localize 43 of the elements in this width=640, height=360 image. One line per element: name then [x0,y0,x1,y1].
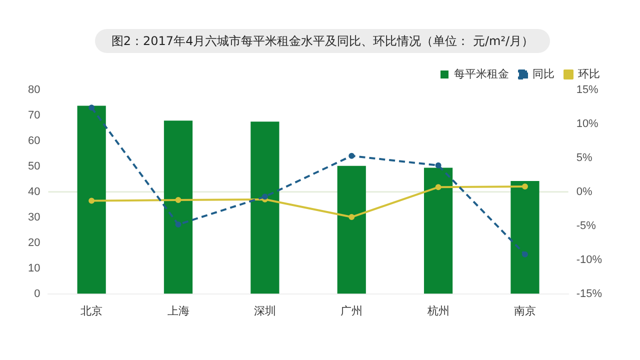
legend-label: 环比 [578,68,600,81]
x-tick-label: 南京 [514,304,536,318]
point [175,197,182,204]
y-tick-label: 40 [28,186,40,198]
legend-label: 同比 [532,68,554,81]
bar [77,106,106,294]
bar [424,168,453,294]
y2-tick-label: 5% [576,152,592,164]
y2-tick-label: 10% [576,118,599,130]
y-tick-label: 20 [28,236,40,249]
y-tick-label: 70 [28,110,40,122]
y-tick-label: 10 [28,262,40,274]
point [88,198,95,204]
bar [337,166,366,294]
y2-tick-label: -10% [576,254,602,266]
point [435,162,442,168]
x-tick-label: 北京 [80,304,103,318]
y-tick-label: 60 [28,134,40,147]
x-tick-label: 深圳 [254,304,276,318]
point [522,183,528,190]
y-tick-label: 50 [28,160,40,172]
y2-tick-label: -15% [576,288,602,300]
point [175,222,182,228]
bar [164,120,193,294]
legend-label: 每平米租金 [454,68,509,81]
bar [250,122,280,294]
point [522,251,528,258]
point [348,152,355,159]
bar [510,180,540,294]
point [435,184,442,190]
chart-title: 图2：2017年4月六城市每平米租金水平及同比、环比情况（单位： 元/m²/月） [95,29,550,53]
point [262,194,268,200]
x-tick-label: 上海 [167,304,190,318]
x-tick-label: 杭州 [426,304,450,318]
x-tick-label: 广州 [340,304,363,318]
y-tick-label: 0 [34,288,40,300]
y-tick-label: 30 [28,211,40,224]
y2-tick-label: 15% [576,84,599,96]
y2-tick-label: 0% [576,186,592,198]
point [348,214,355,220]
y-tick-label: 80 [28,84,40,96]
point [88,104,95,111]
y2-tick-label: -5% [576,220,596,232]
